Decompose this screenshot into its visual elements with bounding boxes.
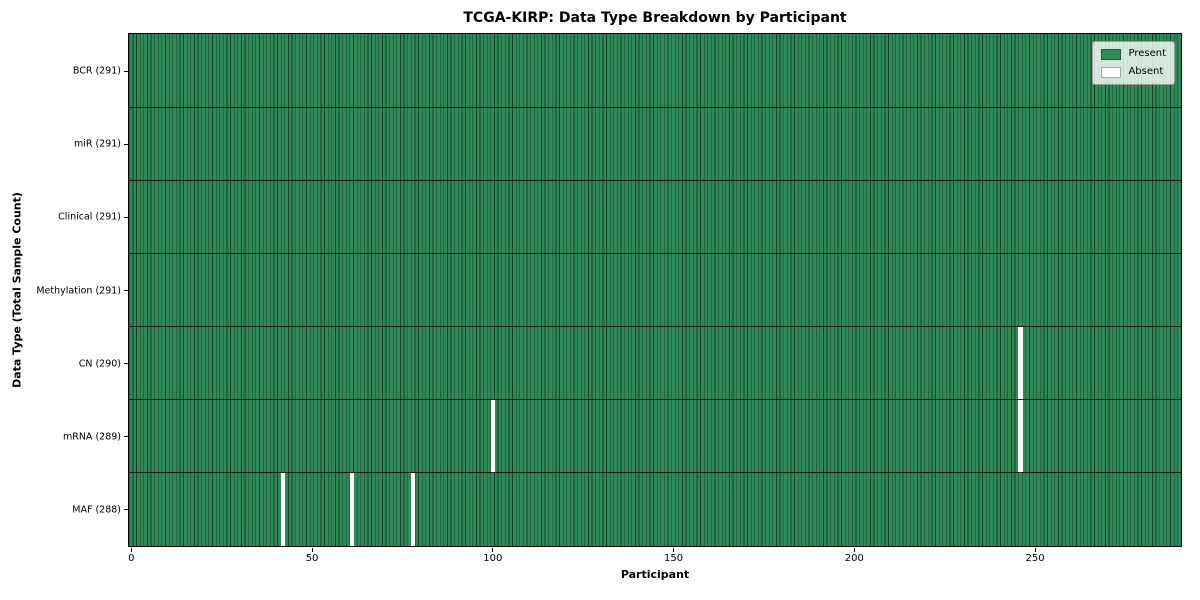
- absent-marker-cn-246: [1018, 326, 1023, 400]
- x-tick-mark-100: [492, 547, 494, 552]
- y-tick-label-mir: miR (291): [73, 138, 121, 150]
- y-tick-mark-cn: [124, 363, 128, 365]
- legend: Present Absent: [1092, 41, 1175, 85]
- chart-title: TCGA-KIRP: Data Type Breakdown by Partic…: [463, 10, 847, 26]
- plot-area: Present Absent: [128, 33, 1182, 547]
- row-divider: [129, 106, 1181, 108]
- y-tick-mark-clinical: [124, 216, 128, 218]
- legend-label-absent: Absent: [1128, 66, 1164, 77]
- row-divider: [129, 252, 1181, 255]
- x-tick-mark-250: [1034, 547, 1036, 552]
- x-tick-mark-200: [853, 547, 855, 552]
- y-tick-mark-mir: [124, 143, 128, 145]
- y-tick-mark-maf: [124, 509, 128, 511]
- x-tick-label-250: 250: [1025, 553, 1045, 564]
- x-tick-mark-50: [311, 547, 313, 552]
- absent-marker-mrna-100: [490, 399, 495, 473]
- row-divider: [129, 179, 1181, 181]
- absent-marker-mrna-246: [1018, 399, 1023, 473]
- legend-item-present: Present: [1101, 48, 1166, 60]
- absent-marker-maf-61: [349, 472, 354, 546]
- y-tick-label-cn: CN (290): [78, 358, 121, 370]
- y-tick-mark-methylation: [124, 290, 128, 291]
- y-tick-label-methylation: Methylation (291): [36, 285, 121, 296]
- legend-swatch-present-icon: [1101, 48, 1122, 60]
- x-tick-label-100: 100: [483, 553, 503, 564]
- absent-marker-maf-78: [410, 472, 416, 546]
- y-tick-mark-mrna: [124, 436, 128, 438]
- y-tick-label-maf: MAF (288): [72, 504, 121, 516]
- y-tick-label-mrna: mRNA (289): [62, 431, 121, 443]
- y-tick-label-clinical: Clinical (291): [58, 211, 121, 223]
- x-tick-label-50: 50: [305, 553, 319, 564]
- x-tick-label-0: 0: [128, 553, 135, 564]
- row-divider: [129, 399, 1181, 401]
- row-divider: [129, 325, 1181, 328]
- legend-label-present: Present: [1128, 48, 1166, 59]
- x-tick-label-200: 200: [844, 553, 864, 564]
- x-tick-label-150: 150: [664, 553, 684, 564]
- x-tick-mark-150: [673, 547, 675, 552]
- y-tick-label-bcr: BCR (291): [72, 65, 121, 77]
- y-tick-mark-bcr: [124, 70, 128, 72]
- legend-item-absent: Absent: [1101, 66, 1166, 78]
- legend-swatch-absent-icon: [1101, 66, 1122, 78]
- row-divider: [129, 472, 1181, 474]
- x-tick-mark-0: [130, 547, 132, 552]
- x-axis-label: Participant: [620, 568, 690, 581]
- absent-marker-maf-42: [280, 472, 286, 546]
